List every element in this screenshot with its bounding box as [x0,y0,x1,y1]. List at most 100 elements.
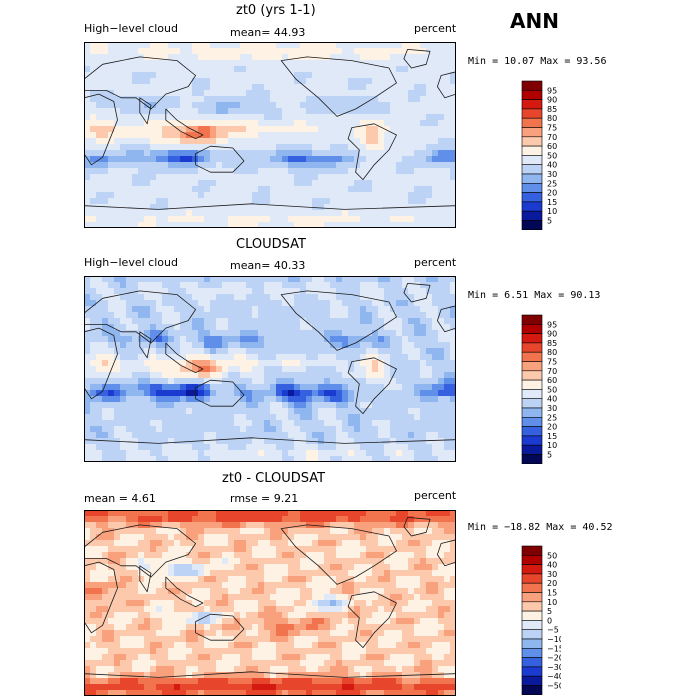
field-cell [384,522,391,529]
field-cell [132,312,139,319]
field-cell [216,192,223,199]
field-cell [192,186,199,193]
field-cell [180,84,187,91]
field-cell [90,588,97,595]
field-cell [174,606,181,613]
field-cell [330,72,337,79]
field-cell [258,54,265,61]
field-cell [258,300,265,307]
field-cell [300,186,307,193]
field-cell [240,120,247,127]
field-cell [162,456,169,462]
field-cell [180,120,187,127]
field-cell [372,516,379,523]
field-cell [324,132,331,139]
field-cell [108,186,115,193]
field-cell [408,456,415,462]
field-cell [126,120,133,127]
field-cell [258,510,265,517]
field-cell [102,162,109,169]
field-cell [240,336,247,343]
field-cell [90,606,97,613]
field-cell [108,318,115,325]
field-cell [174,354,181,361]
field-cell [414,96,421,103]
field-cell [252,90,259,97]
field-cell [156,456,163,462]
field-cell [432,420,439,427]
field-cell [102,414,109,421]
field-cell [198,42,205,49]
field-cell [132,294,139,301]
field-cell [132,192,139,199]
field-cell [144,582,151,589]
field-cell [210,300,217,307]
field-cell [408,222,415,228]
field-cell [120,414,127,421]
field-cell [282,582,289,589]
field-cell [222,84,229,91]
field-cell [270,318,277,325]
field-cell [390,276,397,283]
field-cell [156,78,163,85]
field-cell [246,42,253,49]
field-cell [390,156,397,163]
field-cell [294,282,301,289]
field-cell [186,588,193,595]
field-cell [252,276,259,283]
field-cell [312,600,319,607]
field-cell [432,390,439,397]
field-cell [264,186,271,193]
field-cell [414,534,421,541]
field-cell [240,288,247,295]
field-cell [210,186,217,193]
field-cell [228,390,235,397]
field-cell [120,144,127,151]
field-cell [342,534,349,541]
field-cell [330,108,337,115]
field-cell [288,216,295,223]
field-cell [402,534,409,541]
field-cell [306,210,313,217]
field-cell [216,420,223,427]
panel-3-map [84,510,456,696]
field-cell [96,66,103,73]
field-cell [192,510,199,517]
field-cell [372,198,379,205]
field-cell [186,42,193,49]
field-cell [252,396,259,403]
field-cell [186,396,193,403]
field-cell [192,192,199,199]
field-cell [384,114,391,121]
field-cell [234,402,241,409]
field-cell [312,510,319,517]
field-cell [102,390,109,397]
field-cell [144,114,151,121]
field-cell [132,324,139,331]
field-cell [294,438,301,445]
field-cell [318,402,325,409]
field-cell [420,402,427,409]
field-cell [240,102,247,109]
field-cell [306,120,313,127]
field-cell [204,282,211,289]
field-cell [336,432,343,439]
field-cell [144,528,151,535]
field-cell [240,318,247,325]
field-cell [138,600,145,607]
field-cell [438,210,445,217]
field-cell [414,372,421,379]
field-cell [108,96,115,103]
field-cell [348,534,355,541]
field-cell [144,216,151,223]
field-cell [216,606,223,613]
field-cell [204,420,211,427]
field-cell [312,528,319,535]
field-cell [378,426,385,433]
field-cell [192,432,199,439]
field-cell [438,48,445,55]
field-cell [144,84,151,91]
field-cell [84,168,91,175]
field-cell [324,138,331,145]
field-cell [324,324,331,331]
